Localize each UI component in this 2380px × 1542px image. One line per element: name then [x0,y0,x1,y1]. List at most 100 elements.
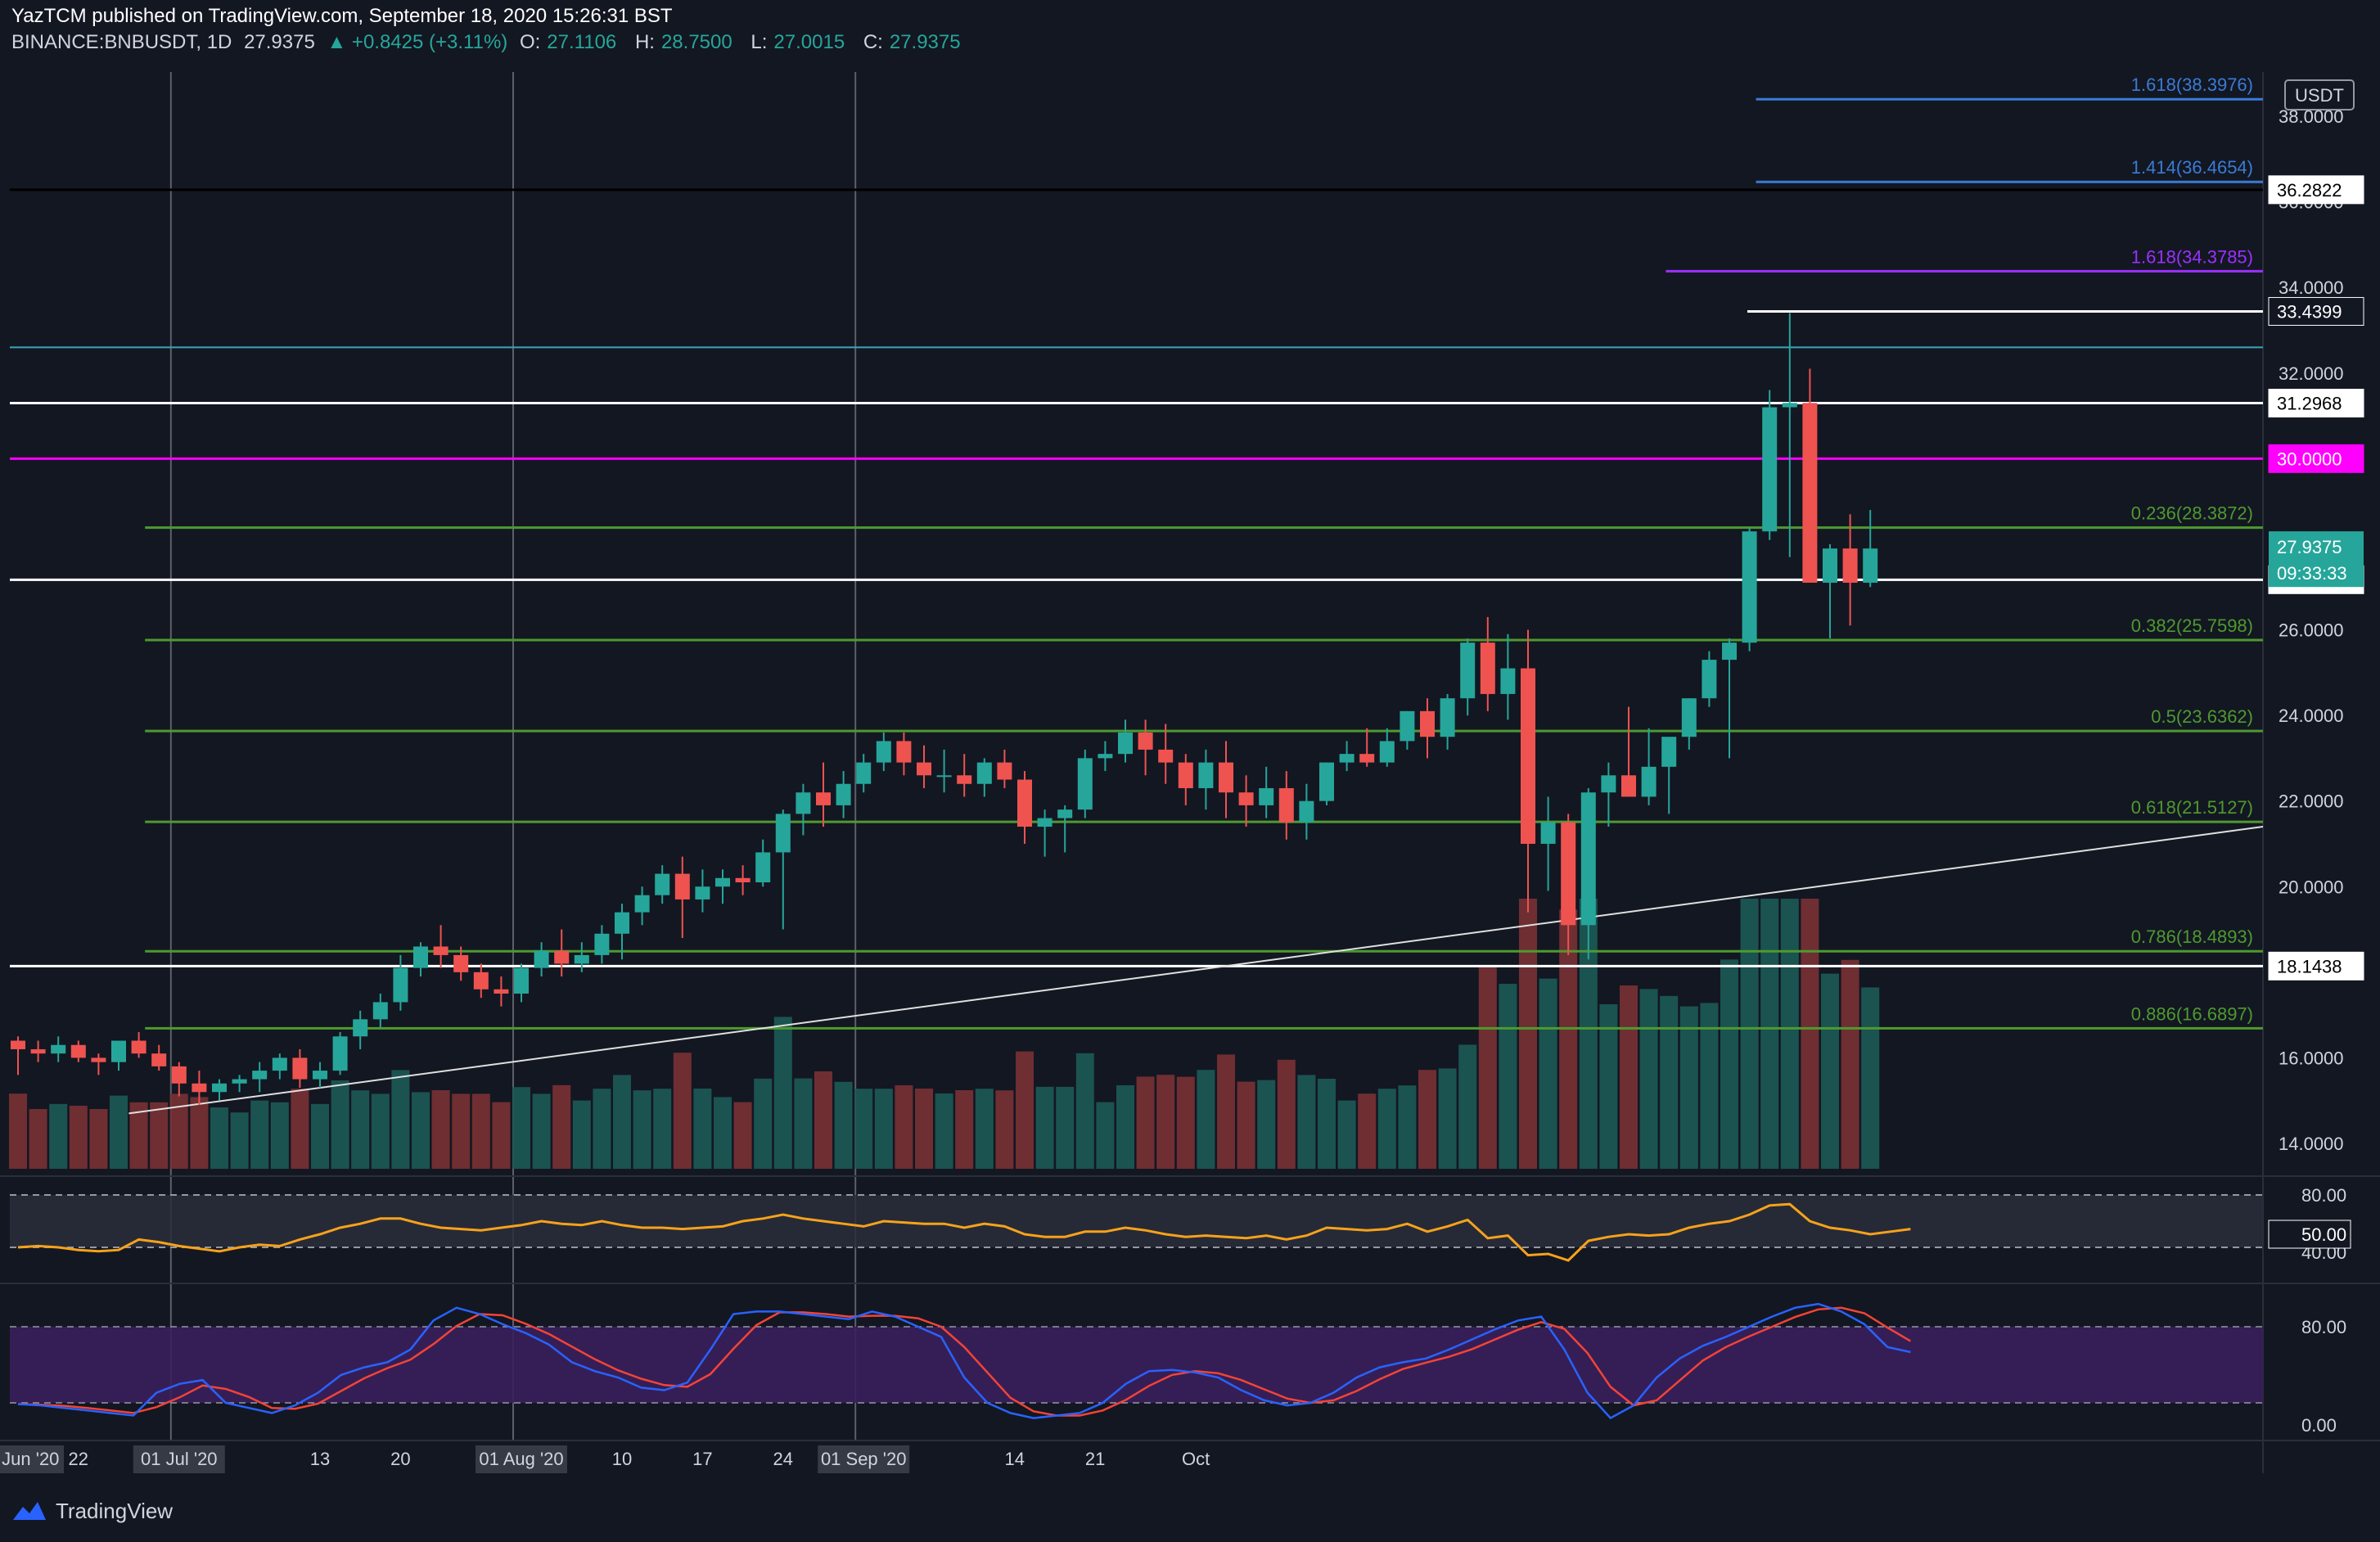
price-axis: 38.000036.000034.000032.000030.000028.00… [2268,79,2364,1436]
volume-bar [1559,909,1578,1169]
candle-body [372,1002,388,1020]
rsi-current-label: 50.00 [2301,1224,2346,1245]
time-axis: 01 Jun '20 22 01 Jul '20 13 20 01 Aug '20 10 17… [0,1445,1210,1473]
candle-body [171,1066,187,1084]
candle-body [836,783,851,805]
price-tag-box [2268,389,2364,418]
candle-body [1198,762,1214,788]
volume-bar [110,1095,128,1169]
candle-body [151,1053,167,1066]
x-tick-label: 10 [612,1449,632,1469]
volume-bar [512,1087,530,1169]
candle-body [1702,660,1717,699]
candle-body [1842,548,1858,583]
volume-bar [1035,1086,1054,1169]
candle-body [856,762,872,784]
low-value: 27.0015 [773,31,845,53]
price-tag-label: 33.4399 [2277,301,2342,322]
volume-bar [129,1102,148,1169]
volume-bar [532,1093,551,1169]
stoch-80-label: 80.00 [2301,1317,2346,1337]
volume-bar [1176,1076,1195,1169]
candle-body [1681,698,1697,737]
high-value: 28.7500 [660,31,732,53]
volume-bar [1679,1006,1698,1169]
candle-body [615,912,629,934]
y-tick-label: 22.0000 [2279,791,2344,812]
candle-body [755,852,771,883]
volume-bar [1841,959,1859,1169]
volume-bar [250,1100,269,1169]
volume-bar [1337,1100,1356,1169]
candle-body [1278,787,1294,823]
volume-bar [492,1102,511,1169]
volume-bar [895,1085,913,1169]
x-tick-label: 17 [692,1449,712,1469]
fib-label: 1.618(34.3785) [2131,246,2253,267]
candle-body [796,792,811,814]
volume-bar [371,1093,390,1169]
y-tick-label: 32.0000 [2279,363,2344,384]
price-tag-label: 36.2822 [2277,180,2342,201]
volume-bar [9,1093,27,1169]
volume-bar [975,1089,994,1169]
volume-bar [49,1103,68,1169]
open-label: O: [519,31,541,53]
candle-body [554,950,570,964]
candle-body [1017,779,1032,827]
volume-bar [270,1102,289,1169]
volume-bar [955,1090,974,1169]
volume-bar [210,1107,228,1169]
low-label: L: [751,31,768,53]
tradingview-brand[interactable]: TradingView [11,1495,173,1527]
volume-bar [471,1093,490,1169]
rsi-band [10,1195,2263,1247]
y-tick-label: 14.0000 [2279,1134,2344,1154]
y-tick-label: 20.0000 [2279,877,2344,897]
volume-bar [773,1017,792,1169]
volume-bar [1016,1051,1034,1169]
candle-body [70,1044,86,1058]
candle-body [1802,403,1818,583]
volume-bar [1760,899,1779,1169]
x-tick-label: 01 Sep '20 [821,1449,907,1469]
currency-tag [2284,79,2355,110]
volume-bar [1237,1081,1255,1169]
candle-body [494,989,509,994]
volume-bar [1116,1085,1134,1169]
candle-body [997,762,1012,780]
volume-bar [69,1106,88,1169]
candle-body [1118,733,1133,755]
stoch-k-line [17,1302,1911,1420]
price-tag-label: 18.1438 [2277,956,2342,976]
x-tick-box [0,1445,64,1473]
currency-label: USDT [2295,85,2344,106]
volume-bar [935,1093,953,1169]
volume-bar [1861,987,1880,1169]
volume-bar [814,1071,832,1169]
x-tick-label: Oct [1182,1449,1210,1469]
candle-body [1057,809,1073,818]
stoch-d-line [17,1306,1912,1417]
y-tick-label: 16.0000 [2279,1048,2344,1068]
x-tick-label: 22 [69,1449,88,1469]
volume-bar [1720,959,1738,1169]
volume-bar [1438,1068,1457,1169]
candle-body [1339,754,1355,763]
volume-bar [351,1090,370,1169]
candle-body [1077,758,1093,810]
candle-body [1420,710,1435,737]
candle-body [473,972,489,990]
candles [11,313,1878,1105]
volume-bar [633,1090,651,1169]
candle-body [433,946,449,955]
candle-body [1158,749,1174,763]
volume-bar [1075,1053,1094,1169]
close-value: 27.9375 [889,31,961,53]
candle-body [1863,548,1878,583]
volume-bar [1156,1075,1175,1169]
candle-body [332,1036,348,1071]
volume-bar [1780,899,1799,1169]
symbol-label[interactable]: BINANCE:BNBUSDT, 1D [11,31,232,53]
